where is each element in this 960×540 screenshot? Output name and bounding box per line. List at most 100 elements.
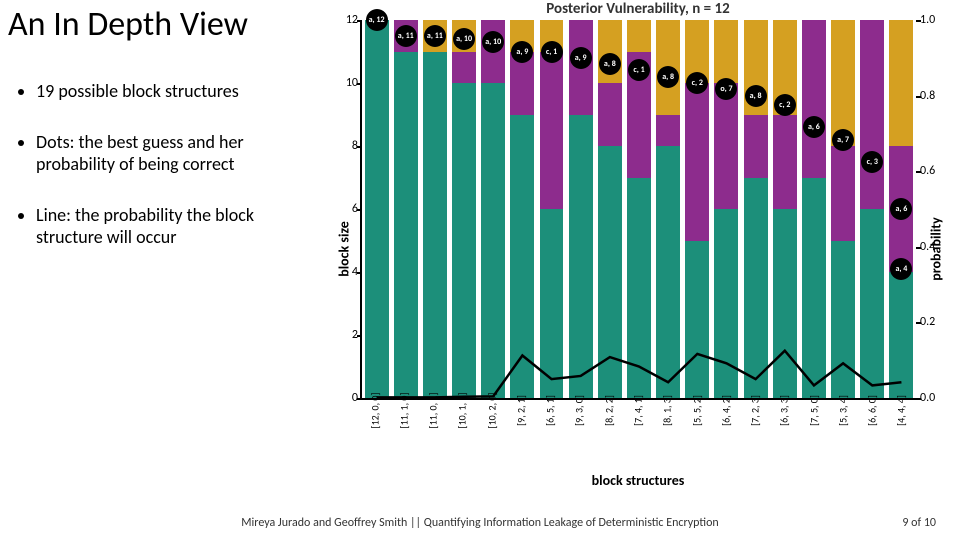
chart: Posterior Vulnerability, n = 12 block si… <box>318 0 958 498</box>
guess-dot: a, 12 <box>366 9 388 31</box>
y-tick: 0 <box>334 391 358 405</box>
bar-segment-a <box>627 178 651 399</box>
x-tick-label: [9, 3, 0] <box>573 395 586 426</box>
bar-segment-a <box>569 115 593 399</box>
guess-dot: a, 8 <box>599 53 621 75</box>
page-indicator: 9 of 10 <box>902 516 936 530</box>
bar-segment-b <box>744 115 768 178</box>
bar-segment-b <box>831 146 855 241</box>
bullet-list: 19 possible block structures Dots: the b… <box>18 80 298 277</box>
bar-slot: a, 11 <box>391 20 420 398</box>
x-tick-label: [11, 0, 1] <box>427 393 440 429</box>
bar-segment-a <box>452 83 476 398</box>
bar-segment-a <box>714 209 738 398</box>
guess-dot: a, 6 <box>890 198 912 220</box>
bar-segment-a <box>860 209 884 398</box>
bar-segment-a <box>598 146 622 398</box>
bar-segment-a <box>540 209 564 398</box>
bar-segment-c <box>831 20 855 146</box>
y2-tick: 0.0 <box>920 391 950 405</box>
bar-slot: c, 2 <box>770 20 799 398</box>
x-tick-label: [11, 1, 0] <box>397 393 410 429</box>
y-tick: 10 <box>334 76 358 90</box>
guess-dot: a, 6 <box>803 116 825 138</box>
guess-dot: c, 1 <box>541 41 563 63</box>
y-tick: 8 <box>334 139 358 153</box>
bar-slot: c, 3 <box>858 20 887 398</box>
bar-slot: c, 1 <box>624 20 653 398</box>
bar-slot: a, 6 <box>799 20 828 398</box>
bullet-item: 19 possible block structures <box>36 80 298 103</box>
guess-dot: c, 2 <box>686 72 708 94</box>
y2-tick: 0.8 <box>920 89 950 103</box>
guess-dot: o, 7 <box>715 78 737 100</box>
bar-slot: a, 8 <box>741 20 770 398</box>
bar-slot: a, 7 <box>829 20 858 398</box>
x-ticks: [12, 0, 0][11, 1, 0][11, 0, 1][10, 1, 1]… <box>360 400 916 470</box>
guess-dot: a, 10 <box>453 28 475 50</box>
x-tick-label: [7, 2, 3] <box>749 395 762 426</box>
x-tick-label: [7, 4, 1] <box>632 395 645 426</box>
bar-segment-b <box>860 20 884 209</box>
bar-slot: a, 10 <box>479 20 508 398</box>
bar-segment-c <box>714 20 738 83</box>
x-tick-label: [9, 2, 1] <box>514 395 527 426</box>
x-tick-label: [6, 4, 2] <box>719 395 732 426</box>
bar-segment-b <box>452 52 476 84</box>
bar-segment-a <box>394 52 418 399</box>
y-tick: 2 <box>334 328 358 342</box>
bar-segment-a <box>802 178 826 399</box>
bar-slot: a, 8 <box>654 20 683 398</box>
bar-slot: a, 10 <box>449 20 478 398</box>
guess-dot: c, 2 <box>774 94 796 116</box>
x-tick-label: [6, 5, 1] <box>544 395 557 426</box>
bar-segment-b <box>685 83 709 241</box>
guess-dot: a, 4 <box>890 258 912 280</box>
guess-dot: a, 10 <box>482 31 504 53</box>
x-tick-label: [8, 1, 3] <box>661 395 674 426</box>
bar-slot: a, 6 a, 4 <box>887 20 916 398</box>
x-tick-label: [7, 5, 0] <box>807 395 820 426</box>
bar-segment-a <box>510 115 534 399</box>
x-tick-label: [8, 2, 2] <box>602 395 615 426</box>
page-total: 10 <box>924 516 936 530</box>
guess-dot: a, 9 <box>511 41 533 63</box>
bar-slot: c, 1 <box>537 20 566 398</box>
bar-slot: a, 9 <box>566 20 595 398</box>
guess-dot: a, 7 <box>832 129 854 151</box>
bar-segment-c <box>889 20 913 146</box>
bars-container: a, 12a, 11a, 11a, 10a, 10a, 9c, 1a, 9a, … <box>362 20 916 398</box>
bar-segment-a <box>773 209 797 398</box>
bar-segment-a <box>656 146 680 398</box>
plot-area: a, 12a, 11a, 11a, 10a, 10a, 9c, 1a, 9a, … <box>360 20 916 400</box>
y2-tick: 0.2 <box>920 315 950 329</box>
x-tick-label: [5, 3, 4] <box>836 395 849 426</box>
guess-dot: a, 11 <box>424 25 446 47</box>
bar-slot: a, 9 <box>508 20 537 398</box>
bar-segment-b <box>802 20 826 178</box>
guess-dot: a, 8 <box>745 85 767 107</box>
bar-segment-c <box>627 20 651 52</box>
bar-segment-b <box>714 83 738 209</box>
guess-dot: a, 9 <box>570 47 592 69</box>
bullet-item: Dots: the best guess and her probability… <box>36 131 298 176</box>
guess-dot: a, 8 <box>657 66 679 88</box>
bar-segment-a <box>685 241 709 399</box>
chart-title: Posterior Vulnerability, n = 12 <box>318 0 958 18</box>
bar-segment-a <box>423 52 447 399</box>
bar-slot: a, 11 <box>420 20 449 398</box>
y2-tick: 1.0 <box>920 13 950 27</box>
x-tick-label: [6, 6, 0] <box>866 395 879 426</box>
bar-segment-a <box>831 241 855 399</box>
footer-text: Mireya Jurado and Geoffrey Smith || Quan… <box>0 516 960 530</box>
bar-segment-a <box>481 83 505 398</box>
x-tick-label: [12, 0, 0] <box>368 393 381 429</box>
guess-dot: c, 3 <box>861 151 883 173</box>
bar-slot: a, 12 <box>362 20 391 398</box>
x-axis-label: block structures <box>318 472 958 489</box>
bar-segment-b <box>540 52 564 210</box>
x-tick-label: [6, 3, 3] <box>778 395 791 426</box>
page-sep: of <box>908 516 923 530</box>
bar-segment-b <box>773 115 797 210</box>
x-tick-label: [4, 4, 4] <box>895 395 908 426</box>
